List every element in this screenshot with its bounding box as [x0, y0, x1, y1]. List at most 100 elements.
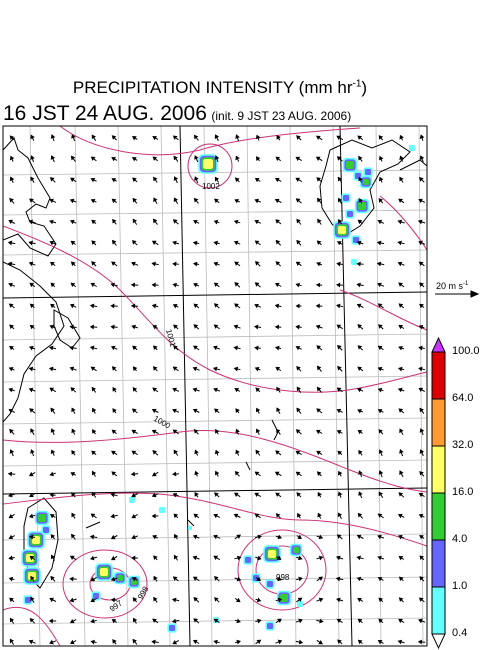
wind-vector-head: [316, 365, 322, 371]
wind-vector-head: [111, 157, 116, 162]
wind-vector-head: [234, 282, 240, 287]
wind-vector-head: [213, 219, 219, 225]
wind-vector-head: [213, 639, 218, 645]
wind-vector-head: [419, 449, 425, 454]
wind-vector-head: [377, 387, 383, 393]
wind-vector-head: [336, 303, 341, 309]
wind-vector-head: [70, 177, 75, 183]
wind-vector-head: [419, 303, 424, 309]
precip-cell: [346, 161, 354, 169]
wind-vector-head: [49, 198, 54, 204]
wind-vector-head: [28, 240, 33, 246]
wind-vector-head: [378, 470, 384, 475]
wind-vector-head: [110, 534, 116, 540]
wind-vector-head: [8, 387, 13, 393]
wind-vector-head: [213, 555, 219, 561]
wind-vector-head: [335, 555, 341, 561]
wind-vector-head: [132, 197, 138, 203]
wind-vector-head: [214, 597, 219, 602]
wind-vector-head: [233, 345, 238, 351]
wind-vector-head: [153, 575, 158, 581]
wind-vector-head: [316, 261, 321, 267]
wind-vector-head: [110, 345, 116, 351]
wind-vector-head: [50, 428, 56, 433]
wind-vector-head: [357, 345, 363, 350]
wind-vector-head: [48, 366, 54, 372]
wind-vector-head: [317, 218, 322, 224]
wind-vector-head: [295, 282, 301, 288]
wind-vector-head: [398, 324, 404, 330]
wind-vector-head: [172, 639, 178, 645]
wind-vector-head: [357, 408, 362, 414]
wind-vector-head: [89, 345, 95, 351]
wind-vector-head: [254, 324, 259, 330]
wind-vector-head: [254, 492, 260, 498]
wind-vector-head: [89, 303, 95, 309]
wind-vector-head: [28, 513, 34, 519]
wind-vector-head: [318, 639, 323, 645]
wind-vector-head: [194, 449, 199, 455]
wind-vector-head: [315, 429, 321, 435]
wind-vector-head: [274, 324, 280, 330]
precip-cell: [267, 581, 273, 587]
wind-vector-head: [418, 366, 423, 372]
wind-vector-head: [419, 134, 425, 139]
wind-vector-head: [110, 324, 115, 330]
wind-vector-head: [296, 492, 302, 497]
precip-cell: [169, 625, 175, 631]
wind-vector-head: [131, 324, 136, 330]
wind-vector-head: [91, 261, 96, 266]
wind-vector-head: [399, 470, 404, 475]
wind-vector-head: [152, 366, 158, 371]
wind-vector-head: [295, 429, 301, 434]
wind-vector-head: [172, 492, 178, 498]
wind-vector-head: [418, 492, 424, 498]
wind-vector-head: [358, 470, 363, 475]
wind-vector-head: [214, 408, 219, 414]
wind-vector-head: [9, 345, 14, 351]
wind-vector-head: [49, 387, 55, 393]
precip-cell: [358, 202, 366, 210]
wind-vector-head: [318, 534, 324, 540]
wind-vector-head: [317, 491, 322, 497]
wind-vector-head: [254, 240, 260, 245]
wind-vector-head: [8, 576, 14, 582]
wind-vector-head: [214, 492, 219, 497]
wind-vector-head: [29, 534, 34, 540]
wind-vector-head: [398, 597, 404, 602]
precip-cell: [353, 237, 359, 243]
wind-vector-head: [152, 535, 157, 540]
wind-vector-head: [49, 240, 55, 246]
wind-vector-head: [111, 366, 117, 371]
wind-vector-head: [295, 156, 301, 162]
wind-vector-head: [378, 198, 383, 203]
wind-vector-head: [337, 219, 343, 224]
wind-vector-head: [70, 387, 76, 392]
wind-vector-head: [377, 577, 383, 582]
legend-level-label: 0.4: [452, 627, 468, 639]
wind-vector-head: [111, 135, 117, 140]
wind-vector-head: [71, 449, 76, 455]
wind-vector-head: [358, 449, 363, 455]
wind-vector-head: [173, 176, 179, 181]
wind-vector-head: [316, 471, 322, 476]
wind-vector-head: [376, 240, 382, 246]
wind-vector-head: [336, 534, 342, 539]
wind-vector-head: [358, 155, 363, 161]
wind-vector-head: [277, 639, 283, 645]
wind-vector-head: [131, 534, 136, 540]
wind-vector-head: [336, 261, 341, 267]
wind-vector-head: [132, 638, 137, 644]
wind-vector-head: [356, 261, 361, 267]
wind-vector-head: [69, 555, 75, 561]
wind-vector-head: [152, 218, 158, 224]
wind-vector-head: [172, 366, 178, 371]
wind-vector-head: [48, 618, 53, 624]
wind-vector-head: [316, 345, 321, 350]
wind-vector-head: [90, 156, 96, 161]
wind-vector-head: [173, 554, 179, 560]
wind-vector-head: [172, 471, 177, 477]
wind-vector-head: [29, 198, 34, 203]
wind-vector-head: [274, 177, 280, 183]
wind-vector-head: [192, 555, 198, 561]
